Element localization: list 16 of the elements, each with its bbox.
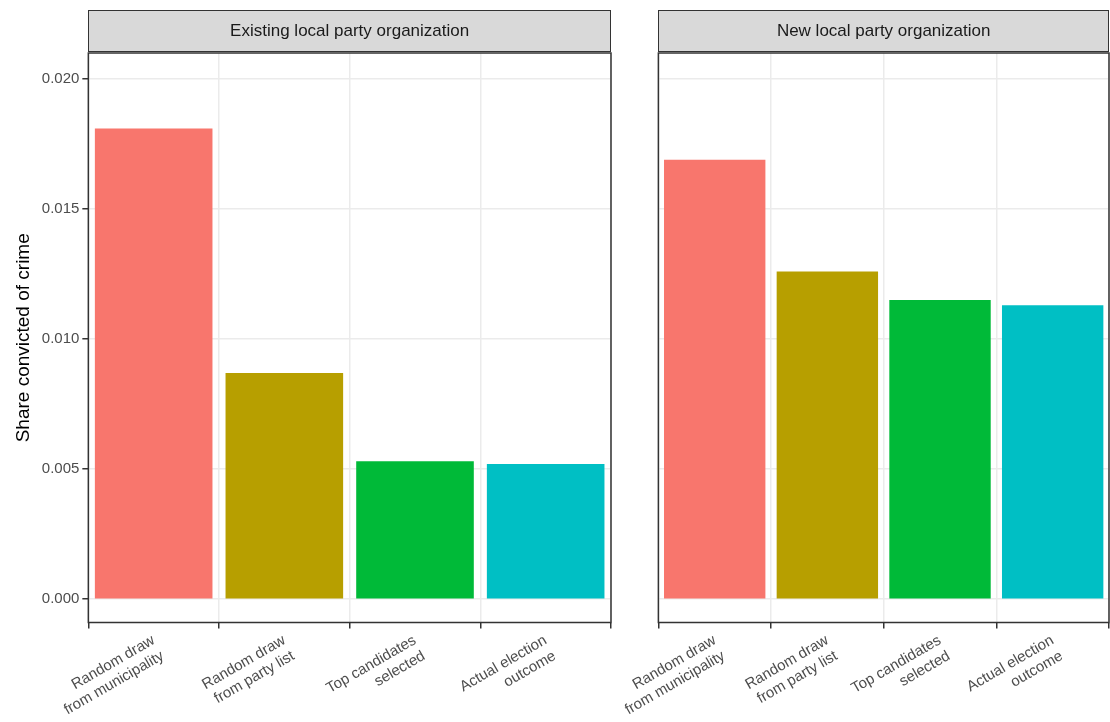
bar bbox=[889, 300, 991, 599]
y-tick-label: 0.000 bbox=[41, 589, 80, 607]
chart-title: New local party organization bbox=[658, 10, 1109, 52]
bar bbox=[664, 159, 766, 599]
bar bbox=[1001, 305, 1104, 599]
y-tick-label: 0.020 bbox=[41, 69, 80, 87]
bar bbox=[486, 463, 605, 599]
bar bbox=[776, 271, 879, 599]
y-tick-label: 0.005 bbox=[41, 459, 80, 477]
bar bbox=[225, 372, 344, 599]
chart-title: Existing local party organization bbox=[88, 10, 611, 52]
bar bbox=[356, 461, 474, 599]
y-axis-title: Share convicted of crime bbox=[11, 233, 33, 443]
y-tick-label: 0.015 bbox=[41, 199, 80, 217]
bar bbox=[94, 128, 213, 599]
y-tick-label: 0.010 bbox=[41, 329, 80, 347]
